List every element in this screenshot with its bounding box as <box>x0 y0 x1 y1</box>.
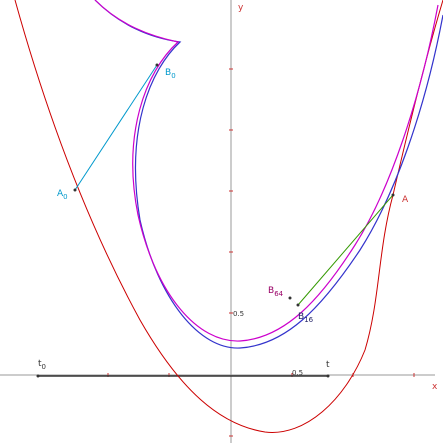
label-subscript: 64 <box>274 290 283 298</box>
label-subscript: 0 <box>42 363 46 371</box>
label-base: B <box>268 286 274 296</box>
point-label: B64 <box>268 286 284 298</box>
x-axis-label: x <box>432 382 438 392</box>
label-subscript: 0 <box>63 193 67 201</box>
segment-a0-b0 <box>74 64 158 191</box>
magenta-curve <box>94 0 439 342</box>
point-label: B0 <box>165 68 176 80</box>
point-label: A <box>402 195 409 205</box>
label-subscript: 0 <box>171 72 175 80</box>
t-label: t <box>326 360 330 370</box>
label-base: t <box>38 359 42 369</box>
t-point <box>326 374 330 378</box>
axis-ticks <box>107 68 415 437</box>
points <box>73 63 395 307</box>
label-base: A <box>402 195 409 205</box>
point-label: t0 <box>38 359 46 371</box>
red-curve <box>14 0 443 433</box>
y-axis-label: y <box>238 3 244 13</box>
y-tick-label: 0.5 <box>233 310 244 318</box>
t0-point <box>36 374 40 378</box>
label-subscript: 16 <box>304 316 313 324</box>
segment-b16-a <box>297 194 394 306</box>
point-label: B16 <box>298 312 314 324</box>
label-base: A <box>57 189 64 199</box>
label-base: B <box>298 312 304 322</box>
point-label: A0 <box>57 189 68 201</box>
x-tick-label: 0.5 <box>292 369 303 377</box>
label-base: B <box>165 68 171 78</box>
